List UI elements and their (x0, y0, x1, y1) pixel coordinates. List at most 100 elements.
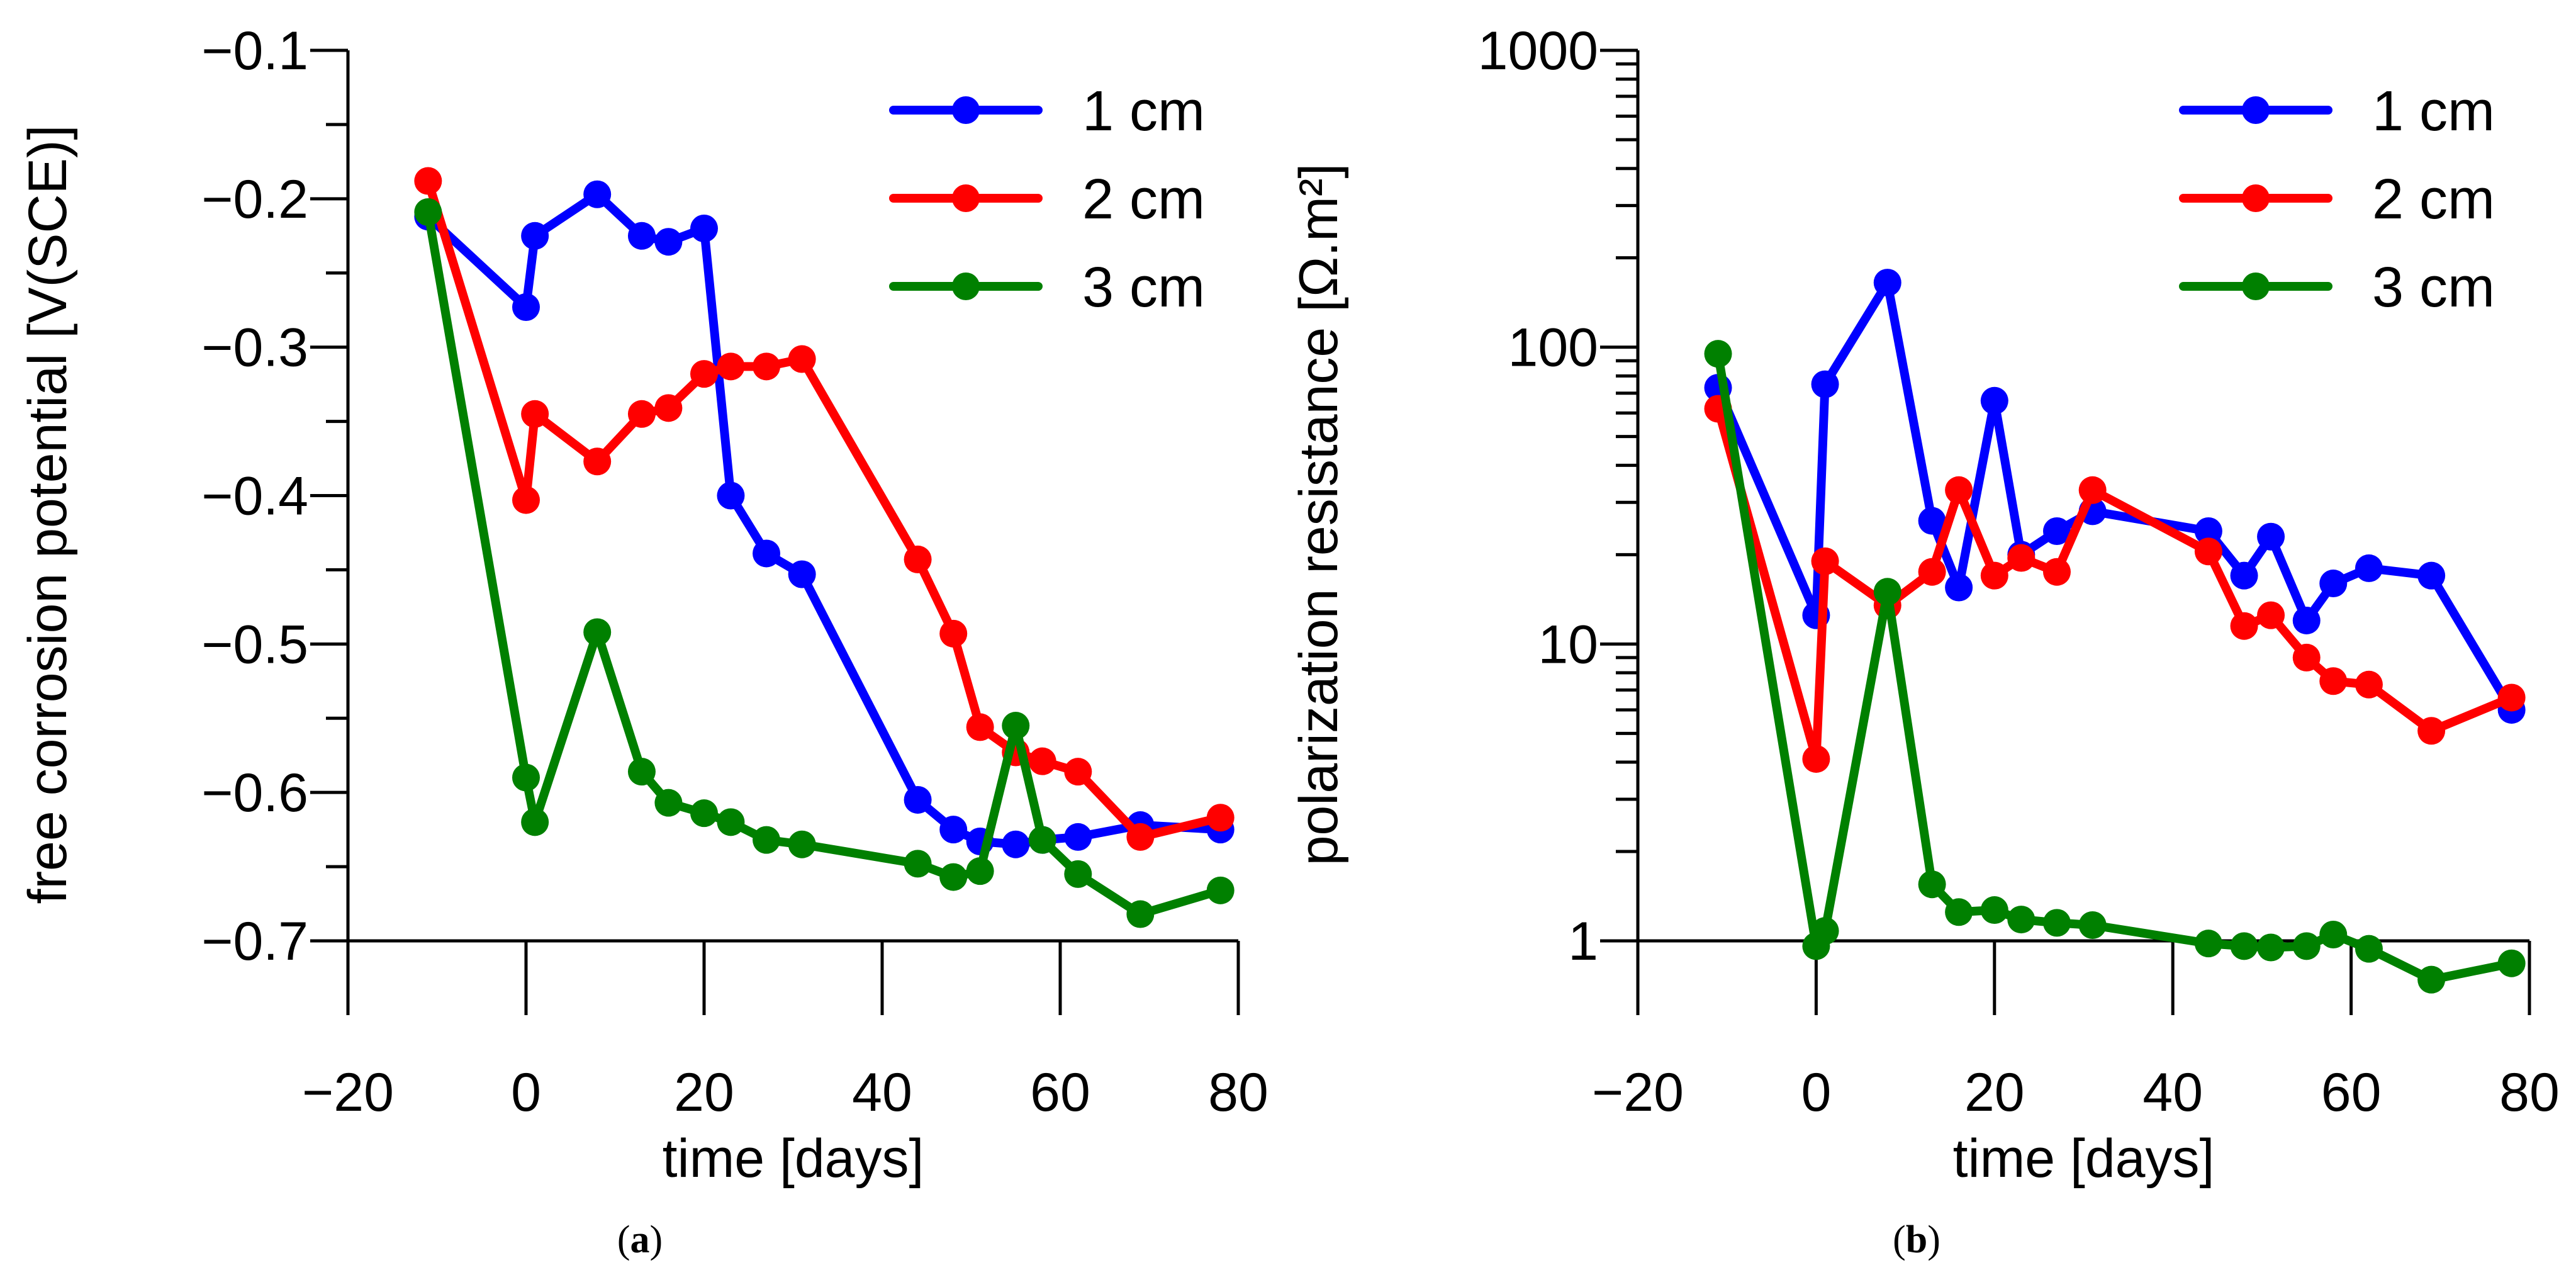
data-point (1918, 507, 1946, 535)
series-2cm (1704, 395, 2526, 773)
y-tick-label: 10 (1538, 614, 1598, 675)
legend-label: 1 cm (2372, 80, 2495, 143)
legend-marker (952, 273, 980, 300)
data-point (627, 758, 656, 786)
y-axis-title: polarization resistance [Ω.m²] (1289, 164, 1349, 866)
data-point (1802, 745, 1830, 773)
data-point (2355, 935, 2383, 963)
data-point (1126, 823, 1155, 851)
series-1cm (1704, 269, 2526, 724)
data-point (966, 713, 994, 741)
data-point (717, 481, 745, 510)
series-line (1713, 404, 2516, 763)
data-point (2194, 537, 2222, 566)
data-point (521, 222, 549, 250)
data-point (1064, 758, 1092, 786)
y-tick-label: 1 (1568, 911, 1598, 972)
data-point (2319, 921, 2348, 949)
x-tick-label: 0 (1801, 1062, 1831, 1123)
data-point (2417, 965, 2446, 994)
series-3cm (1704, 340, 2526, 994)
data-point (654, 228, 683, 256)
x-tick-label: 60 (1030, 1062, 1090, 1123)
panel-b-chart: −20 0 20 40 60 80 1 10 100 1000 time [days] polariz… (1289, 21, 2560, 1261)
panel-label-letter: b (1906, 1218, 1927, 1261)
data-point (2319, 570, 2348, 598)
x-tick-label: 40 (852, 1062, 912, 1123)
data-point (583, 618, 612, 646)
x-tick-label: −20 (302, 1062, 394, 1123)
data-point (1945, 573, 1973, 602)
data-point (1873, 269, 1901, 297)
data-point (1811, 917, 1839, 945)
data-point (2042, 909, 2071, 937)
panel-label-letter: a (630, 1218, 650, 1261)
legend-label: 2 cm (1082, 168, 1205, 231)
legend-label: 3 cm (1082, 256, 1205, 319)
data-point (2007, 906, 2036, 934)
y-tick-label: −0.3 (201, 318, 308, 378)
data-point (2194, 930, 2222, 958)
y-tick-label: −0.6 (201, 763, 308, 823)
data-point (654, 394, 683, 422)
data-point (2230, 612, 2258, 640)
data-point (2417, 717, 2446, 745)
data-point (2355, 554, 2383, 582)
data-point (753, 826, 781, 854)
data-point (2497, 683, 2526, 712)
x-tick-label: 40 (2142, 1062, 2203, 1123)
data-point (2078, 476, 2107, 504)
x-tick-label: 60 (2321, 1062, 2382, 1123)
data-point (2319, 667, 2348, 695)
x-tick-label: 20 (1964, 1062, 2025, 1123)
data-point (1811, 370, 1839, 398)
data-point (414, 167, 442, 195)
data-point (1980, 386, 2008, 415)
data-point (1945, 476, 1973, 504)
data-point (788, 830, 816, 858)
series-line (1713, 349, 2516, 984)
data-point (1002, 712, 1030, 740)
y-tick-label: 100 (1508, 318, 1599, 378)
panel-a-chart: −20 0 20 40 60 80 −0.7 −0.6 −0.5 −0.4 −0.3 −0.2 −0.1… (18, 21, 1268, 1261)
data-point (904, 545, 932, 573)
data-point (2257, 601, 2285, 629)
data-point (2292, 643, 2321, 672)
data-point (2230, 932, 2258, 960)
data-point (1064, 823, 1092, 851)
data-point (939, 863, 968, 891)
data-point (966, 857, 994, 885)
data-point (627, 222, 656, 250)
data-point (2292, 932, 2321, 960)
data-point (654, 789, 683, 817)
legend-marker (2242, 184, 2270, 212)
data-point (2042, 558, 2071, 586)
data-point (1873, 578, 1901, 606)
series-line (1713, 278, 2516, 714)
data-point (1980, 896, 2008, 924)
data-point (2230, 561, 2258, 590)
data-point (788, 560, 816, 588)
data-point (2257, 522, 2285, 551)
data-point (583, 447, 612, 476)
data-point (904, 785, 932, 814)
y-tick-label: −0.2 (201, 169, 308, 230)
data-point (939, 816, 968, 844)
legend-marker (2242, 273, 2270, 300)
data-point (753, 352, 781, 381)
data-point (904, 850, 932, 878)
series-3cm (414, 198, 1235, 928)
data-point (414, 198, 442, 227)
x-tick-label: 0 (511, 1062, 541, 1123)
data-point (1918, 870, 1946, 899)
data-point (1206, 804, 1235, 832)
legend-label: 1 cm (1082, 80, 1205, 143)
data-point (512, 486, 540, 514)
data-point (1028, 747, 1056, 775)
data-point (1918, 558, 1946, 586)
data-point (512, 293, 540, 321)
y-tick-label: −0.5 (201, 614, 308, 675)
data-point (583, 180, 612, 208)
y-tick-label: −0.4 (201, 466, 308, 527)
